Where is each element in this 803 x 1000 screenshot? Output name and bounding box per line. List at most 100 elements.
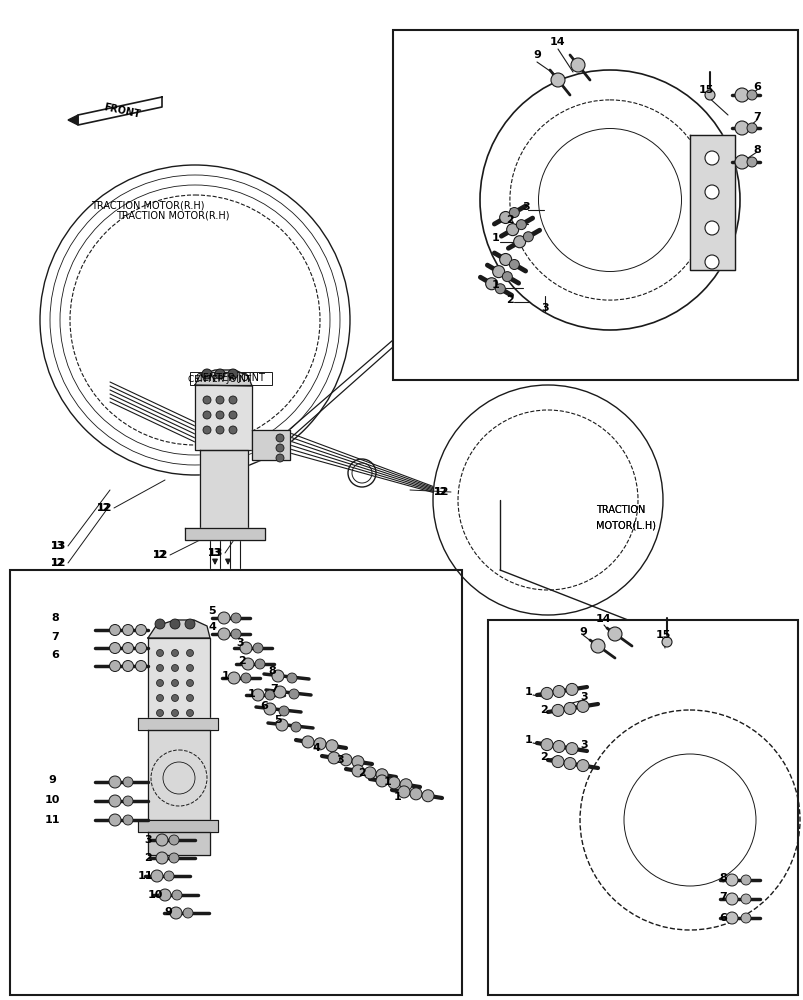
Circle shape — [122, 624, 133, 636]
Circle shape — [376, 769, 388, 781]
Circle shape — [109, 776, 120, 788]
Circle shape — [499, 253, 511, 265]
Circle shape — [183, 908, 193, 918]
Text: TRACTION MOTOR(R.H): TRACTION MOTOR(R.H) — [116, 210, 229, 220]
Text: 15: 15 — [654, 630, 670, 640]
Polygon shape — [185, 528, 265, 540]
Circle shape — [495, 284, 505, 294]
Circle shape — [552, 756, 563, 768]
Circle shape — [287, 673, 296, 683]
Circle shape — [590, 639, 604, 653]
Circle shape — [577, 700, 589, 712]
Circle shape — [171, 664, 178, 672]
Circle shape — [172, 890, 181, 900]
Text: CENTER JOINT: CENTER JOINT — [188, 375, 251, 384]
Text: 11: 11 — [44, 815, 59, 825]
Text: 2: 2 — [357, 768, 365, 778]
Circle shape — [288, 689, 299, 699]
Circle shape — [397, 786, 410, 798]
Text: 1: 1 — [384, 777, 391, 787]
Circle shape — [275, 444, 283, 452]
Circle shape — [550, 73, 565, 87]
Circle shape — [552, 704, 563, 716]
Circle shape — [740, 913, 750, 923]
Circle shape — [704, 151, 718, 165]
Text: 9: 9 — [48, 775, 56, 785]
Circle shape — [540, 739, 552, 751]
Text: 13: 13 — [51, 541, 65, 551]
Circle shape — [607, 627, 622, 641]
Text: TRACTION: TRACTION — [595, 505, 645, 515]
Circle shape — [240, 642, 251, 654]
Text: 1: 1 — [248, 689, 255, 699]
Text: 14: 14 — [596, 614, 611, 624]
Circle shape — [171, 710, 178, 716]
Circle shape — [523, 232, 532, 242]
Circle shape — [242, 658, 254, 670]
Circle shape — [734, 121, 748, 135]
Circle shape — [164, 871, 173, 881]
Circle shape — [171, 650, 178, 656]
Text: 3: 3 — [540, 303, 548, 313]
Circle shape — [230, 613, 241, 623]
Circle shape — [492, 266, 504, 278]
Circle shape — [136, 624, 146, 636]
Circle shape — [265, 690, 275, 700]
Text: 8: 8 — [718, 873, 726, 883]
Polygon shape — [689, 135, 734, 270]
Circle shape — [157, 710, 163, 716]
Polygon shape — [68, 115, 78, 125]
Circle shape — [274, 686, 286, 698]
Text: 2: 2 — [506, 295, 513, 305]
Circle shape — [157, 694, 163, 702]
Circle shape — [275, 434, 283, 442]
Text: 15: 15 — [698, 85, 713, 95]
Text: 9: 9 — [578, 627, 586, 637]
Circle shape — [136, 660, 146, 672]
Circle shape — [563, 702, 575, 714]
Circle shape — [275, 719, 287, 731]
Circle shape — [157, 664, 163, 672]
Text: TRACTION: TRACTION — [595, 505, 645, 515]
Polygon shape — [195, 370, 251, 386]
Circle shape — [352, 756, 364, 768]
Circle shape — [325, 740, 337, 752]
Text: 8: 8 — [752, 145, 760, 155]
Circle shape — [229, 426, 237, 434]
Circle shape — [508, 259, 519, 269]
Circle shape — [186, 650, 194, 656]
Circle shape — [251, 689, 263, 701]
Text: 12: 12 — [51, 558, 65, 568]
Circle shape — [275, 454, 283, 462]
Text: 10: 10 — [44, 795, 59, 805]
Polygon shape — [195, 385, 251, 450]
Text: 8: 8 — [267, 666, 275, 676]
Circle shape — [352, 765, 364, 777]
Text: 9: 9 — [164, 907, 172, 917]
Polygon shape — [78, 97, 161, 125]
Circle shape — [202, 411, 210, 419]
Circle shape — [704, 90, 714, 100]
Circle shape — [725, 874, 737, 886]
Circle shape — [508, 208, 519, 218]
Circle shape — [740, 875, 750, 885]
Text: 6: 6 — [752, 82, 760, 92]
Circle shape — [216, 411, 224, 419]
Text: 2: 2 — [144, 853, 152, 863]
Circle shape — [485, 278, 497, 290]
Circle shape — [570, 58, 585, 72]
Circle shape — [228, 369, 238, 379]
Circle shape — [746, 90, 756, 100]
Circle shape — [314, 738, 325, 750]
Text: 2: 2 — [238, 656, 246, 666]
Text: 3: 3 — [336, 755, 344, 765]
Text: 12: 12 — [97, 503, 111, 513]
Circle shape — [388, 777, 400, 789]
Circle shape — [216, 426, 224, 434]
Circle shape — [328, 752, 340, 764]
Text: 1: 1 — [524, 687, 532, 697]
Circle shape — [513, 236, 525, 248]
Text: 12: 12 — [152, 550, 168, 560]
Circle shape — [151, 870, 163, 882]
Circle shape — [400, 779, 411, 791]
